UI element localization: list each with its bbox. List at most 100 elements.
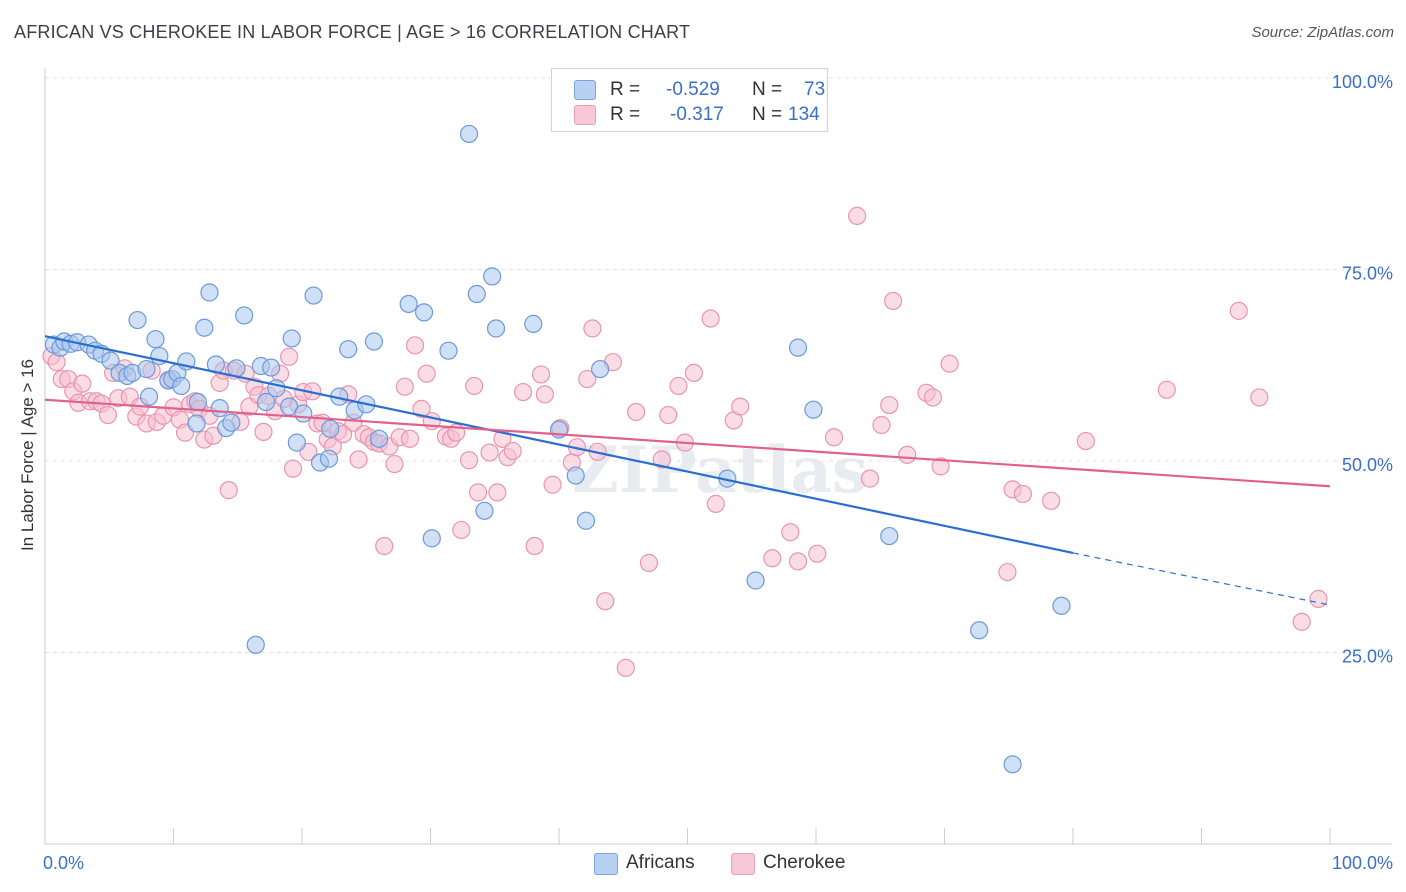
africans-points bbox=[44, 124, 1071, 774]
cherokee-point bbox=[503, 441, 522, 461]
cherokee-point bbox=[824, 428, 844, 447]
cherokee-point bbox=[848, 206, 867, 225]
y-tick-label: 50.0% bbox=[1342, 455, 1393, 475]
cherokee-point bbox=[417, 364, 436, 383]
y-tick-label: 25.0% bbox=[1342, 647, 1393, 667]
africans-point bbox=[294, 404, 313, 423]
africans-point bbox=[483, 267, 502, 286]
africans-point bbox=[188, 392, 208, 412]
cherokee-point bbox=[349, 450, 368, 469]
y-tick-labels: 25.0% 50.0% 75.0% 100.0% bbox=[1332, 72, 1393, 667]
africans-point bbox=[319, 449, 339, 468]
cherokee-point bbox=[254, 422, 273, 441]
cherokee-trend-line bbox=[44, 398, 1331, 488]
africans-point bbox=[475, 501, 494, 520]
cherokee-point bbox=[452, 520, 471, 540]
cherokee-point bbox=[872, 415, 891, 435]
cherokee-point bbox=[940, 354, 959, 373]
chart-source: Source: ZipAtlas.com bbox=[1251, 24, 1394, 41]
chart-title: AFRICAN VS CHEROKEE IN LABOR FORCE | AGE… bbox=[14, 22, 691, 42]
cherokee-point bbox=[616, 658, 635, 677]
cherokee-point bbox=[652, 450, 671, 469]
africans-point bbox=[746, 571, 765, 590]
y-tick-label: 100.0% bbox=[1332, 72, 1393, 92]
cherokee-point bbox=[701, 309, 720, 328]
africans-point bbox=[187, 414, 206, 433]
africans-point bbox=[139, 387, 159, 406]
africans-point bbox=[235, 306, 254, 325]
cherokee-point bbox=[535, 385, 554, 404]
africans-point bbox=[804, 400, 823, 419]
africans-point bbox=[399, 294, 418, 314]
africans-point bbox=[195, 318, 214, 337]
africans-point bbox=[339, 340, 358, 359]
cherokee-point bbox=[488, 483, 507, 502]
cherokee-point bbox=[639, 553, 659, 572]
africans-point bbox=[321, 419, 340, 438]
africans-swatch bbox=[574, 80, 596, 100]
africans-point bbox=[137, 359, 156, 379]
x-tick-label: 0.0% bbox=[43, 853, 84, 873]
africans-point bbox=[256, 392, 276, 412]
y-axis-label: In Labor Force | Age > 16 bbox=[18, 359, 37, 551]
cherokee-point bbox=[684, 363, 704, 383]
cherokee-point bbox=[706, 494, 725, 513]
cherokee-point bbox=[781, 523, 800, 542]
cherokee-point bbox=[531, 365, 551, 384]
africans-point bbox=[304, 286, 323, 305]
africans-point bbox=[210, 399, 229, 418]
cherokee-point bbox=[400, 429, 420, 448]
africans-legend-swatch bbox=[594, 853, 618, 875]
cherokee-point bbox=[596, 592, 615, 611]
cherokee-point bbox=[626, 402, 646, 422]
cherokee-point bbox=[73, 374, 92, 393]
africans-point bbox=[246, 635, 265, 654]
cherokee-r-value: -0.317 bbox=[670, 104, 724, 125]
cherokee-point bbox=[468, 483, 488, 502]
africans-point bbox=[467, 284, 486, 304]
cherokee-swatch bbox=[574, 105, 596, 125]
cherokee-point bbox=[731, 397, 750, 416]
africans-point bbox=[566, 466, 585, 485]
cherokee-point bbox=[525, 536, 544, 556]
cherokee-point bbox=[219, 481, 238, 500]
cherokee-point bbox=[998, 562, 1017, 582]
cherokee-legend-swatch bbox=[731, 853, 755, 875]
cherokee-point bbox=[923, 388, 943, 407]
cherokee-n-value: 134 bbox=[788, 104, 820, 125]
legend-r-label: R = bbox=[610, 104, 641, 125]
africans-point bbox=[262, 358, 281, 377]
cherokee-point bbox=[1076, 431, 1095, 451]
africans-point bbox=[101, 351, 120, 370]
africans-point bbox=[287, 433, 306, 452]
cherokee-point bbox=[1013, 484, 1032, 504]
africans-point bbox=[524, 314, 543, 333]
cherokee-point bbox=[883, 291, 903, 311]
africans-point bbox=[146, 330, 165, 349]
correlation-legend: R = -0.529 N = 73 R = -0.317 N = 134 bbox=[551, 68, 828, 132]
cherokee-point bbox=[1042, 491, 1061, 510]
africans-point bbox=[439, 341, 458, 360]
cherokee-point bbox=[395, 377, 414, 396]
africans-point bbox=[370, 429, 389, 448]
cherokee-point bbox=[1157, 380, 1176, 399]
legend-r-label: R = bbox=[610, 79, 641, 100]
cherokee-point bbox=[283, 459, 303, 478]
y-tick-label: 75.0% bbox=[1342, 264, 1393, 284]
cherokee-point bbox=[931, 457, 950, 476]
legend-n-label: N = bbox=[752, 104, 783, 125]
cherokee-legend-label: Cherokee bbox=[763, 852, 846, 873]
cherokee-point bbox=[1292, 612, 1311, 631]
africans-point bbox=[788, 338, 808, 357]
africans-point bbox=[172, 376, 191, 396]
cherokee-point bbox=[98, 405, 118, 425]
africans-n-value: 73 bbox=[804, 79, 826, 100]
cherokee-point bbox=[659, 405, 678, 425]
africans-legend-label: Africans bbox=[626, 852, 695, 873]
africans-point bbox=[880, 526, 899, 546]
cherokee-point bbox=[385, 454, 404, 474]
africans-point bbox=[970, 621, 989, 640]
africans-point bbox=[364, 332, 384, 351]
cherokee-point bbox=[480, 443, 499, 462]
